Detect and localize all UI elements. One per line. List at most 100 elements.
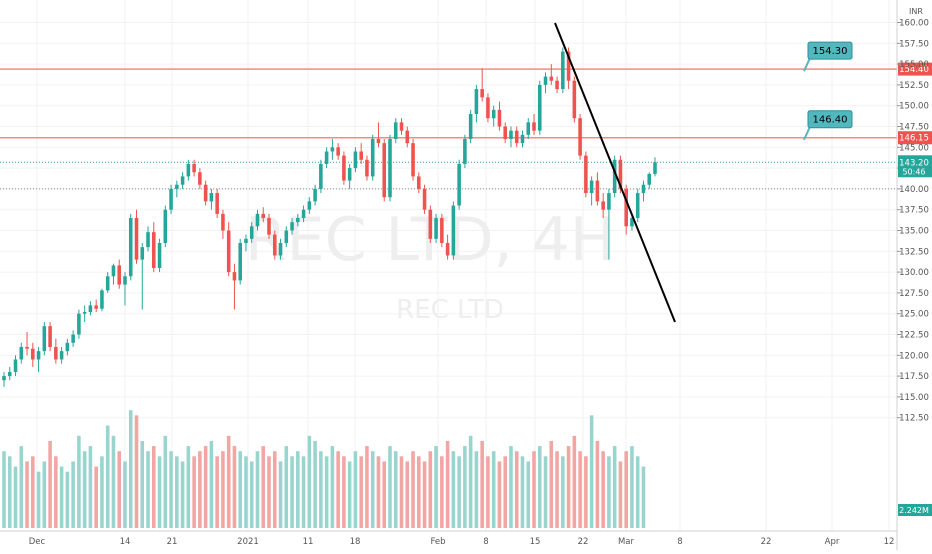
candle-body [411, 143, 415, 177]
candle-body [647, 173, 652, 185]
candle-body [561, 51, 565, 90]
volume-bar [77, 435, 81, 528]
price-tick-label: 112.50 [899, 414, 929, 424]
time-tick-label: Dec [29, 537, 46, 547]
volume-bar [474, 451, 479, 528]
volume-bar [324, 456, 329, 528]
volume-bar [428, 451, 433, 528]
candle-body [572, 80, 577, 119]
trendline[interactable] [554, 22, 676, 323]
volume-bar [607, 456, 611, 528]
candle-body [641, 184, 646, 194]
candle-body [31, 348, 35, 360]
candle-body [140, 247, 145, 260]
candle-body [290, 222, 294, 231]
candle-body [128, 218, 133, 277]
volume-bar [169, 451, 173, 528]
candle-body [630, 218, 634, 227]
price-axis[interactable]: 160.00 157.50 155.00 152.50 150.00 147.50 145.… [896, 0, 929, 550]
level-price-badge [898, 131, 932, 145]
candle-body [48, 326, 52, 347]
candle-body [71, 334, 75, 343]
volume-bar [491, 451, 496, 528]
volume-bar [480, 440, 484, 528]
candle-body [509, 130, 513, 139]
volume-bar [128, 410, 133, 528]
price-tick-label: 130.00 [899, 268, 929, 278]
volume-bar [509, 446, 513, 528]
volume-bar [7, 456, 12, 528]
candle-body [537, 84, 542, 131]
candle-body [123, 276, 127, 285]
volume-bar [146, 451, 150, 528]
volume-bar [520, 456, 525, 528]
volume-bar [336, 451, 340, 528]
candle-body [451, 205, 456, 256]
time-tick-label: 2021 [237, 537, 259, 547]
candle-body [175, 184, 179, 189]
candle-body [296, 218, 300, 223]
candle-body [330, 147, 335, 152]
candle-body [336, 147, 340, 156]
candle-body [36, 351, 41, 360]
volume-bar [451, 451, 456, 528]
candle-body [2, 376, 6, 381]
candle-body [388, 138, 392, 198]
time-tick-label: 21 [167, 537, 178, 547]
volume-bar [203, 446, 208, 528]
candle-body [198, 172, 202, 185]
volume-bar [278, 461, 283, 528]
time-tick-label: 22 [761, 537, 772, 547]
candle-body [497, 109, 502, 127]
volume-bar [566, 446, 571, 528]
candle-body [19, 346, 24, 360]
candlesticks [2, 47, 657, 387]
volume-bar [48, 440, 52, 528]
time-axis[interactable]: Dec 14 21 2021 11 18 Feb 8 15 22 Mar 8 22 Apr 12 [0, 530, 897, 547]
time-tick-label: Apr [825, 537, 840, 547]
volume-bar [215, 456, 219, 528]
volume-bar [238, 451, 242, 528]
candle-body [486, 97, 490, 119]
volume-bar [595, 440, 600, 528]
volume-bar [342, 456, 346, 528]
volume-bar [192, 456, 196, 528]
time-tick-label: 22 [578, 537, 589, 547]
candle-body [607, 193, 611, 210]
volume-bar [635, 456, 640, 528]
volume-bar [117, 451, 122, 528]
volume-bar [226, 435, 231, 528]
resistance-levels[interactable]: 154.40 154.30 146.15 146.40 [0, 41, 932, 190]
candle-body [319, 163, 323, 189]
time-tick-label: 11 [303, 537, 314, 547]
candle-body [25, 346, 29, 349]
time-tick-label: 15 [530, 537, 541, 547]
time-tick-label: 8 [483, 537, 488, 547]
volume-bar [382, 461, 387, 528]
volume-bar [111, 435, 116, 528]
volume-bar [71, 461, 75, 528]
time-tick-label: 8 [677, 537, 682, 547]
candle-body [566, 51, 571, 81]
candle-body [88, 305, 93, 313]
candle-body [491, 109, 496, 119]
volume-bar [261, 446, 266, 528]
candle-body [238, 242, 242, 281]
candle-body [111, 265, 116, 277]
candle-body [77, 313, 81, 335]
volume-bar [370, 451, 375, 528]
volume-bar [353, 451, 358, 528]
candle-body [393, 122, 398, 139]
volume-bar [537, 446, 542, 528]
volume-bar [578, 451, 582, 528]
volume-bar [497, 461, 502, 528]
volume-bar [624, 451, 628, 528]
current-price-badge [898, 155, 932, 178]
candle-body [445, 242, 450, 256]
volume-bar [589, 415, 594, 528]
volume-bar [88, 446, 93, 528]
candle-body [520, 134, 525, 144]
volume-badge [898, 504, 932, 516]
